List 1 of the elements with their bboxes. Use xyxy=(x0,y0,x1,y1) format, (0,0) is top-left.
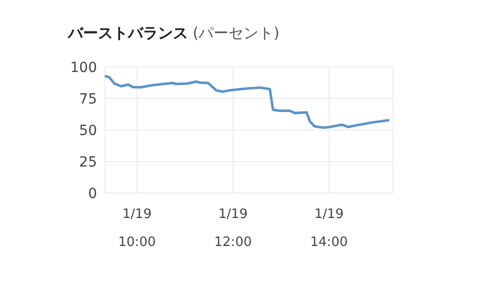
title: バーストバランス (パーセント) xyxy=(68,24,280,42)
